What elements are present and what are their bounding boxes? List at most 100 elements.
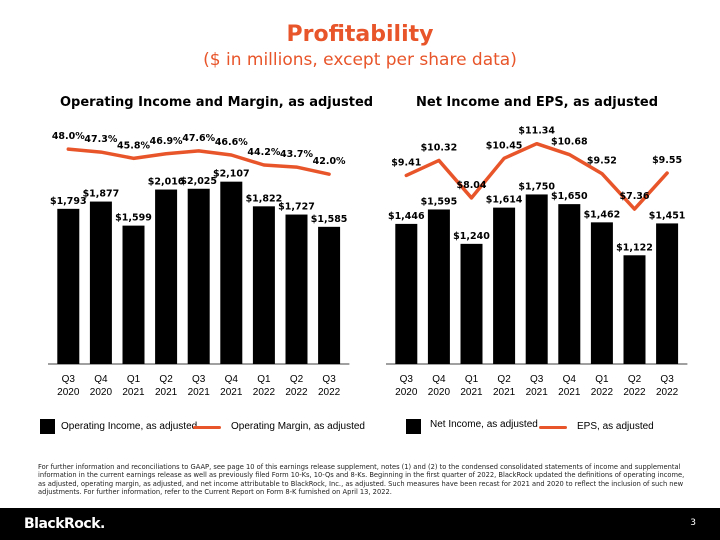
line-value-label: 43.7% [280, 149, 313, 160]
x-tick-label-year: 2022 [253, 387, 276, 398]
x-tick-label-year: 2022 [318, 387, 341, 398]
bar-value-label: $1,650 [551, 191, 588, 202]
bar-operating [89, 201, 112, 364]
bar-operating [187, 188, 210, 364]
x-tick-label-quarter: Q2 [290, 374, 304, 385]
line-value-label: 47.3% [84, 134, 117, 145]
x-tick-label-year: 2021 [122, 387, 145, 398]
x-tick-label-quarter: Q3 [400, 374, 414, 385]
legend-label-operating-margin: Operating Margin, as adjusted [231, 421, 365, 432]
line-value-label: $10.68 [551, 137, 588, 148]
bar-net-income [427, 209, 450, 364]
charts-canvas: $1,793 Q3 2020 $1,877 Q4 2020 $1,599 Q1 2021 $2,0… [48, 126, 688, 398]
legend-label-operating-income: Operating Income, as adjusted [61, 421, 198, 432]
x-tick-label-quarter: Q2 [628, 374, 642, 385]
x-tick-label-year: 2020 [428, 387, 451, 398]
line-value-label: 44.2% [247, 147, 280, 158]
bar-operating [220, 181, 243, 364]
bar-net-income [525, 194, 548, 364]
page-number: 3 [690, 518, 696, 528]
footer-bar: BlackRock. 3 [0, 508, 720, 540]
bar-value-label: $1,599 [115, 213, 152, 224]
bar-net-income [656, 223, 679, 364]
legend-swatch-eps [539, 426, 567, 429]
legend-net-income: Net Income, as adjusted EPS, as adjusted [406, 418, 706, 436]
bar-value-label: $1,585 [311, 214, 348, 225]
x-tick-label-year: 2021 [460, 387, 483, 398]
x-tick-label-year: 2021 [493, 387, 516, 398]
bar-value-label: $1,793 [50, 196, 87, 207]
x-tick-label-quarter: Q3 [62, 374, 76, 385]
x-tick-label-quarter: Q3 [660, 374, 674, 385]
bar-value-label: $2,107 [213, 169, 250, 180]
x-tick-label-year: 2021 [558, 387, 581, 398]
line-value-label: $10.32 [421, 142, 458, 153]
bar-operating [122, 225, 145, 364]
x-tick-label-year: 2022 [623, 387, 646, 398]
x-tick-label-quarter: Q1 [257, 374, 271, 385]
x-tick-label-quarter: Q3 [530, 374, 544, 385]
bar-value-label: $1,727 [278, 202, 315, 213]
bar-value-label: $1,462 [584, 209, 621, 220]
x-tick-label-quarter: Q3 [192, 374, 206, 385]
bar-net-income [590, 222, 613, 364]
x-tick-label-year: 2021 [526, 387, 549, 398]
legend-label-eps: EPS, as adjusted [577, 421, 654, 432]
bar-value-label: $1,595 [421, 196, 458, 207]
bar-value-label: $1,750 [518, 181, 555, 192]
bar-value-label: $1,240 [453, 231, 490, 242]
line-value-label: $7.36 [619, 191, 649, 202]
x-tick-label-quarter: Q4 [225, 374, 239, 385]
line-series-operating [66, 147, 331, 176]
line-value-label: $9.55 [652, 155, 682, 166]
legend-label-net-income: Net Income, as adjusted [430, 419, 538, 430]
x-tick-label-quarter: Q4 [94, 374, 108, 385]
x-tick-label-quarter: Q2 [159, 374, 173, 385]
line-value-label: 47.6% [182, 133, 215, 144]
line-series-net-income [404, 141, 669, 211]
bar-value-label: $1,446 [388, 211, 425, 222]
bar-value-label: $2,016 [148, 177, 185, 188]
x-tick-label-year: 2021 [220, 387, 243, 398]
bar-value-label: $1,877 [83, 189, 120, 200]
bar-operating [155, 189, 178, 364]
line-value-label: $11.34 [518, 126, 555, 137]
bar-value-label: $1,451 [649, 210, 686, 221]
x-tick-label-year: 2021 [188, 387, 211, 398]
x-tick-label-year: 2021 [155, 387, 178, 398]
x-tick-label-year: 2022 [656, 387, 679, 398]
legend-swatch-operating-income [40, 419, 55, 434]
bar-net-income [558, 204, 581, 364]
page-subtitle: ($ in millions, except per share data) [203, 50, 517, 70]
x-tick-label-quarter: Q4 [563, 374, 577, 385]
line-value-label: $8.04 [456, 180, 486, 191]
x-tick-label-year: 2020 [57, 387, 80, 398]
x-tick-label-year: 2020 [90, 387, 113, 398]
bar-value-label: $1,614 [486, 195, 523, 206]
x-tick-label-year: 2022 [591, 387, 614, 398]
blackrock-logo: BlackRock. [24, 516, 105, 532]
x-tick-label-quarter: Q2 [497, 374, 511, 385]
legend-swatch-net-income [406, 419, 421, 434]
bar-operating [285, 214, 308, 364]
x-tick-label-year: 2020 [395, 387, 418, 398]
footnote: For further information and reconciliati… [38, 463, 685, 496]
bar-value-label: $1,822 [246, 193, 283, 204]
bar-net-income [460, 243, 483, 364]
legend-operating: Operating Income, as adjusted Operating … [40, 418, 365, 436]
line-value-label: 46.6% [215, 137, 248, 148]
bar-net-income [493, 207, 516, 364]
line-value-label: $9.52 [587, 156, 617, 167]
bar-net-income [623, 255, 646, 364]
x-tick-label-quarter: Q1 [465, 374, 479, 385]
bar-value-label: $2,025 [180, 176, 217, 187]
line-value-label: 48.0% [52, 131, 85, 142]
bar-operating [252, 206, 275, 364]
bar-value-label: $1,122 [616, 242, 653, 253]
line-value-label: $9.41 [391, 157, 421, 168]
chart-title-net-income: Net Income and EPS, as adjusted [416, 95, 659, 110]
x-tick-label-quarter: Q1 [595, 374, 609, 385]
chart-title-operating: Operating Income and Margin, as adjusted [60, 95, 374, 110]
line-value-label: 42.0% [313, 156, 346, 167]
page-title: Profitability [286, 22, 434, 47]
